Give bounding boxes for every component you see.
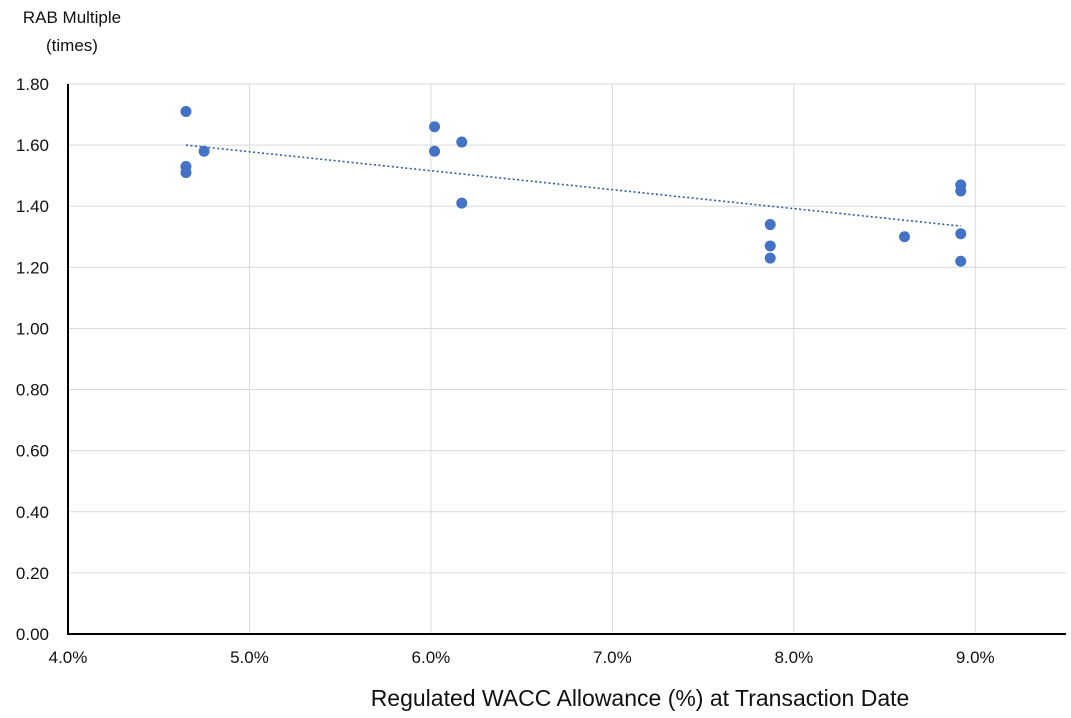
x-tick-label: 7.0% — [593, 648, 632, 667]
y-tick-label: 1.00 — [16, 319, 49, 338]
x-tick-label: 5.0% — [230, 648, 269, 667]
data-points — [180, 106, 967, 267]
data-point — [955, 255, 967, 267]
data-point — [764, 219, 776, 231]
y-tick-label: 1.60 — [16, 136, 49, 155]
y-tick-label: 0.80 — [16, 381, 49, 400]
x-tick-label: 6.0% — [412, 648, 451, 667]
trendline-group — [185, 144, 961, 227]
y-axis-title-line-2: (times) — [46, 36, 98, 55]
data-point — [899, 231, 911, 243]
data-point — [180, 106, 192, 117]
y-tick-label: 0.20 — [16, 564, 49, 583]
data-point — [764, 252, 776, 264]
x-tick-label: 9.0% — [956, 648, 995, 667]
y-tick-label: 1.80 — [16, 75, 49, 94]
data-point — [429, 145, 441, 157]
data-point — [180, 167, 192, 179]
y-tick-label: 1.40 — [16, 197, 49, 216]
y-tick-label: 0.40 — [16, 503, 49, 522]
data-point — [429, 121, 441, 133]
trendline — [185, 144, 961, 227]
y-tick-label: 1.20 — [16, 258, 49, 277]
y-axis-title-line-1: RAB Multiple — [23, 8, 121, 27]
data-point — [764, 240, 776, 252]
data-point — [456, 136, 468, 148]
gridlines — [68, 83, 1066, 634]
data-point — [955, 185, 967, 197]
y-tick-labels: 0.00 0.20 0.40 0.60 0.80 1.00 1.20 1.40 1.60 1.80 — [16, 75, 49, 644]
x-tick-label: 4.0% — [49, 648, 88, 667]
data-point — [198, 145, 210, 157]
y-tick-label: 0.60 — [16, 442, 49, 461]
data-point — [955, 228, 967, 240]
x-axis-title: Regulated WACC Allowance (%) at Transact… — [371, 685, 910, 711]
axes — [67, 84, 1066, 635]
x-tick-labels: 4.0% 5.0% 6.0% 7.0% 8.0% 9.0% — [49, 648, 995, 667]
data-point — [456, 197, 468, 209]
y-tick-label: 0.00 — [16, 625, 49, 644]
x-tick-label: 8.0% — [774, 648, 813, 667]
